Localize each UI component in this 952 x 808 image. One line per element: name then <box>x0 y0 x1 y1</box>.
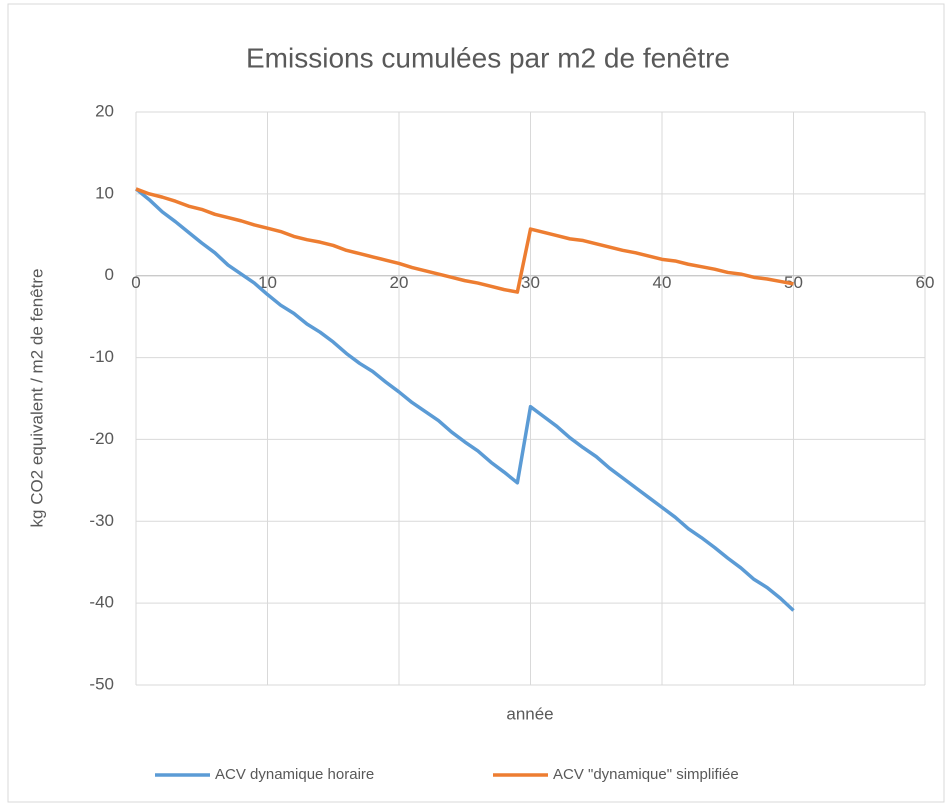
x-tick-label: 60 <box>916 273 935 292</box>
x-tick-label: 10 <box>258 273 277 292</box>
x-tick-label: 20 <box>390 273 409 292</box>
line-series <box>134 187 795 612</box>
y-tick-label: -30 <box>89 511 114 530</box>
x-tick-label: 30 <box>521 273 540 292</box>
x-tick-label: 40 <box>653 273 672 292</box>
y-tick-label: 0 <box>105 265 114 284</box>
y-tick-label: -10 <box>89 347 114 366</box>
chart-border <box>7 3 945 803</box>
y-tick-label: 20 <box>95 101 114 120</box>
y-tick-label: -50 <box>89 674 114 693</box>
y-tick-label: -20 <box>89 429 114 448</box>
x-axis-label: année <box>506 704 553 723</box>
y-tick-label: 10 <box>95 183 114 202</box>
legend-label: ACV dynamique horaire <box>215 766 374 783</box>
y-tick-label: -40 <box>89 593 114 612</box>
x-tick-label: 0 <box>131 273 140 292</box>
legend-label: ACV "dynamique" simplifiée <box>553 766 739 783</box>
line-series <box>135 187 794 294</box>
chart-title: Emissions cumulées par m2 de fenêtre <box>246 42 730 73</box>
y-axis-label: kg CO2 equivalent / m2 de fenêtre <box>27 269 46 528</box>
